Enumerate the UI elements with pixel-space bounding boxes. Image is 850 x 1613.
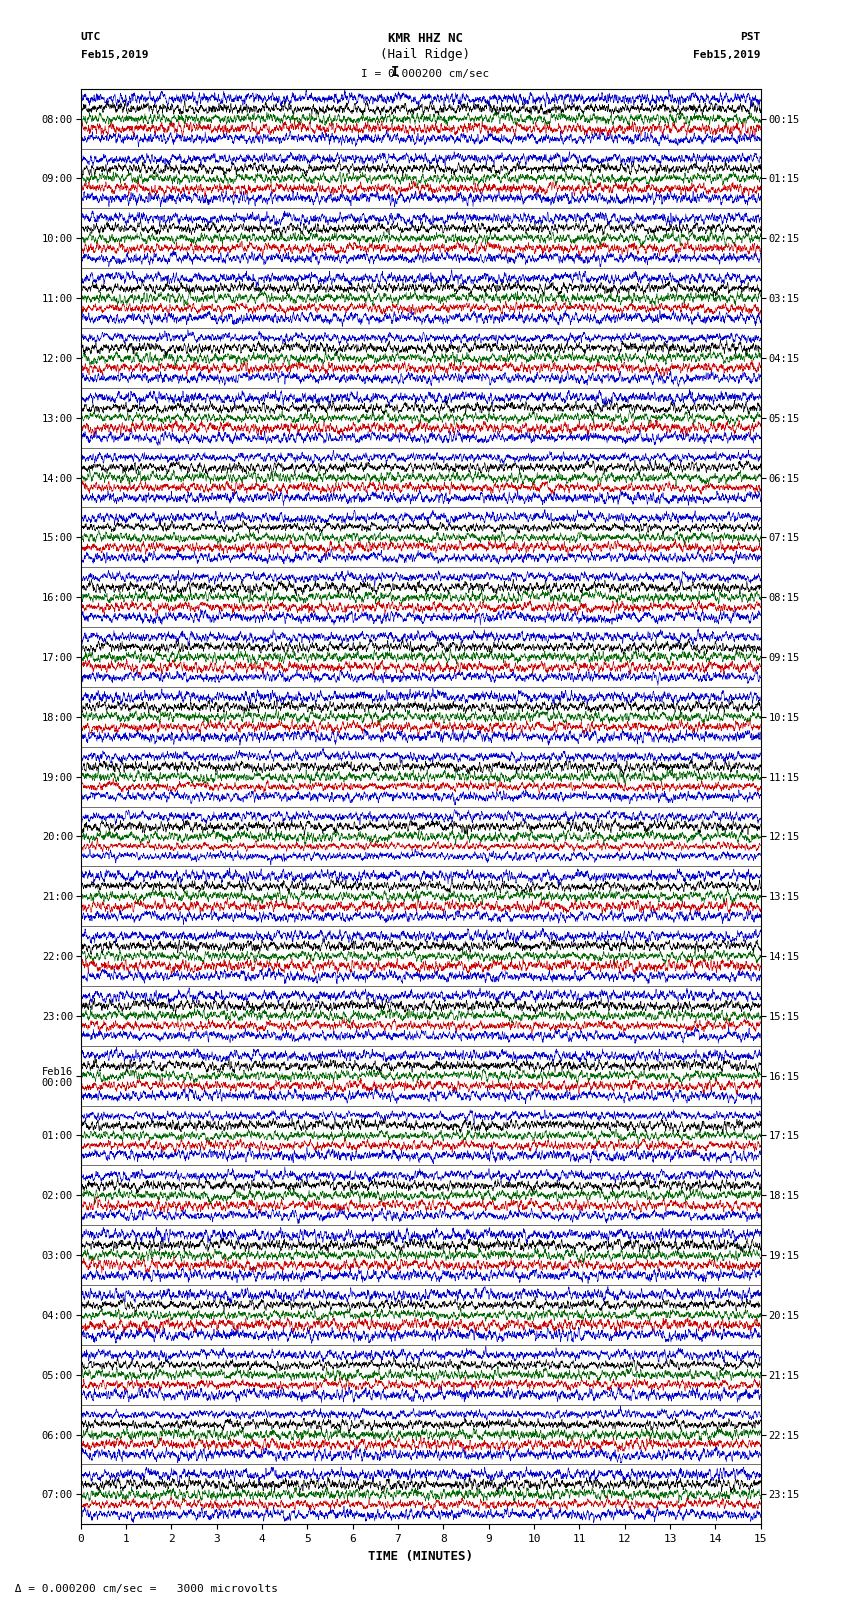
Text: I: I bbox=[391, 65, 399, 79]
Text: UTC: UTC bbox=[81, 32, 101, 42]
Text: Feb15,2019: Feb15,2019 bbox=[694, 50, 761, 60]
Text: KMR HHZ NC: KMR HHZ NC bbox=[388, 32, 462, 45]
Text: Feb15,2019: Feb15,2019 bbox=[81, 50, 148, 60]
Text: Δ = 0.000200 cm/sec =   3000 microvolts: Δ = 0.000200 cm/sec = 3000 microvolts bbox=[8, 1584, 279, 1594]
Text: (Hail Ridge): (Hail Ridge) bbox=[380, 48, 470, 61]
Text: I = 0.000200 cm/sec: I = 0.000200 cm/sec bbox=[361, 69, 489, 79]
Text: PST: PST bbox=[740, 32, 761, 42]
X-axis label: TIME (MINUTES): TIME (MINUTES) bbox=[368, 1550, 473, 1563]
